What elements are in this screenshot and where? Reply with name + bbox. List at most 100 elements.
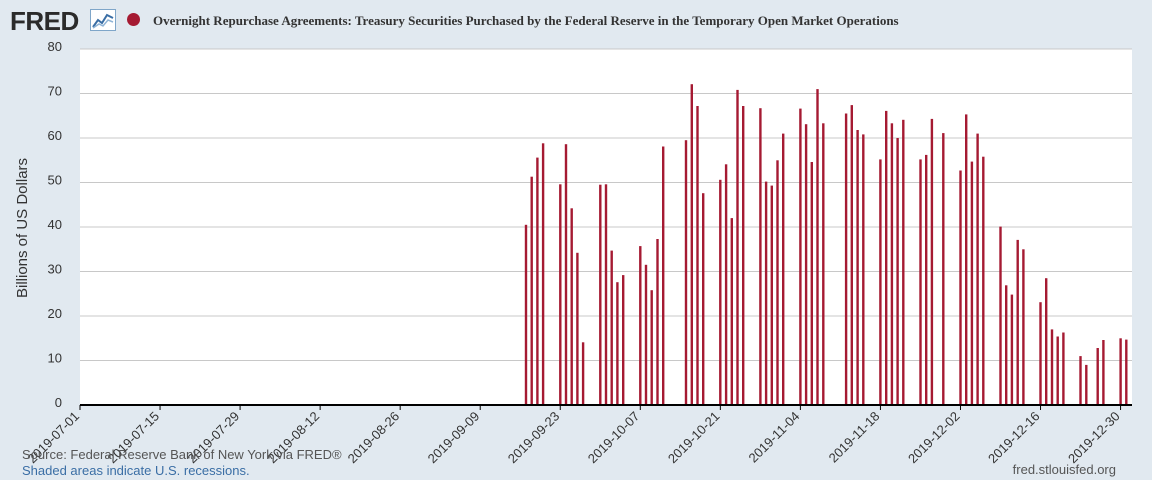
bar	[564, 144, 568, 405]
bar	[610, 250, 613, 405]
bar	[1056, 336, 1059, 405]
bar	[1045, 278, 1048, 405]
bar	[959, 170, 962, 405]
site-credit[interactable]: fred.stlouisfed.org	[1012, 462, 1116, 477]
bar	[730, 218, 733, 405]
footer-left: Source: Federal Reserve Bank of New York…	[22, 447, 342, 479]
fred-logo[interactable]: FRED	[10, 6, 79, 36]
bar	[804, 124, 808, 405]
y-tick-label: 20	[48, 306, 62, 321]
bar	[530, 176, 533, 405]
chart-title: Overnight Repurchase Agreements: Treasur…	[153, 13, 899, 28]
bar	[919, 159, 922, 405]
x-tick-label: 2019-11-18	[826, 409, 883, 466]
bar	[764, 181, 768, 405]
bar	[559, 184, 562, 405]
bar	[862, 134, 865, 405]
bar	[536, 157, 539, 405]
bar	[1016, 239, 1019, 405]
x-tick-label: 2019-12-16	[985, 409, 1043, 467]
bar	[1062, 332, 1065, 405]
bar	[581, 342, 585, 405]
x-tick-label: 2019-11-04	[746, 409, 803, 466]
bar	[656, 239, 659, 405]
bar	[684, 140, 688, 405]
bar	[604, 184, 608, 405]
bar	[890, 123, 894, 406]
bar	[999, 226, 1002, 405]
bar	[570, 208, 573, 405]
bar	[690, 84, 693, 405]
bar	[599, 184, 602, 405]
bar	[1039, 302, 1042, 405]
line-graph-icon	[90, 9, 116, 31]
bar	[1096, 348, 1099, 405]
bar	[759, 108, 762, 405]
bar	[1005, 285, 1008, 405]
bar	[662, 146, 665, 405]
bar	[1050, 329, 1054, 405]
bar	[1085, 364, 1088, 405]
bar	[1079, 356, 1082, 405]
y-tick-label: 80	[48, 39, 62, 54]
source-note: Source: Federal Reserve Bank of New York…	[22, 447, 342, 462]
x-tick-label: 2019-08-26	[345, 409, 403, 467]
y-tick-label: 30	[48, 262, 62, 277]
bar	[902, 119, 905, 406]
bar	[702, 193, 705, 405]
bar	[650, 290, 653, 405]
x-tick-label: 2019-09-23	[505, 409, 563, 467]
y-tick-label: 50	[48, 173, 62, 188]
bar	[782, 133, 785, 405]
bar	[719, 179, 722, 405]
bar	[822, 123, 825, 406]
y-tick-label: 40	[48, 217, 62, 232]
bar	[1010, 294, 1014, 405]
bar	[1125, 339, 1128, 405]
bar	[925, 154, 928, 405]
bar	[930, 118, 934, 406]
y-tick-label: 0	[55, 395, 62, 410]
bar	[736, 89, 739, 406]
bar	[844, 113, 848, 405]
bar	[541, 143, 545, 406]
bar	[524, 224, 528, 405]
bar	[644, 264, 648, 405]
bar	[810, 162, 813, 405]
y-tick-label: 10	[48, 351, 62, 366]
recessions-link[interactable]: Shaded areas indicate U.S. recessions.	[22, 463, 250, 478]
y-tick-label: 70	[48, 84, 62, 99]
bar	[970, 161, 974, 405]
y-tick-label: 60	[48, 128, 62, 143]
x-tick-label: 2019-10-21	[665, 409, 723, 467]
bar	[856, 130, 859, 405]
x-tick-label: 2019-10-07	[585, 409, 643, 467]
bars	[524, 84, 1128, 406]
legend-marker	[127, 13, 140, 26]
bar	[976, 133, 979, 405]
bar	[942, 133, 945, 405]
bar	[1102, 340, 1105, 405]
bar	[879, 159, 882, 405]
bar	[982, 156, 985, 405]
bar	[770, 185, 773, 405]
y-axis-label: Billions of US Dollars	[14, 158, 31, 298]
bar	[639, 246, 642, 405]
y-axis-ticks: 0 10 20 30 40 50 60 70 80	[48, 39, 62, 410]
bar	[965, 114, 968, 406]
x-tick-label: 2019-09-09	[425, 409, 483, 467]
bar	[816, 89, 819, 405]
bar	[799, 108, 802, 405]
bar	[776, 160, 779, 406]
header: FRED Overnight Repurchase Agreements: Tr…	[0, 0, 1152, 42]
bar	[1022, 249, 1025, 406]
bar	[696, 106, 699, 405]
x-tick-label: 2019-12-02	[905, 409, 963, 467]
bar	[850, 105, 853, 405]
bar	[576, 252, 579, 405]
bar	[622, 275, 625, 405]
bar	[896, 138, 899, 405]
bar	[1119, 338, 1122, 406]
bar	[885, 110, 888, 406]
